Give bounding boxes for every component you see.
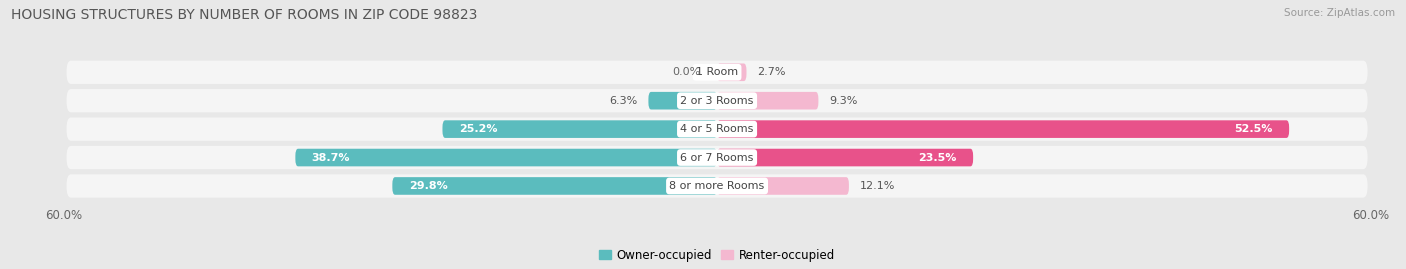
FancyBboxPatch shape	[717, 120, 1289, 138]
Text: 2.7%: 2.7%	[758, 67, 786, 77]
FancyBboxPatch shape	[717, 92, 818, 109]
Text: 8 or more Rooms: 8 or more Rooms	[669, 181, 765, 191]
Text: 4 or 5 Rooms: 4 or 5 Rooms	[681, 124, 754, 134]
Legend: Owner-occupied, Renter-occupied: Owner-occupied, Renter-occupied	[593, 244, 841, 266]
Text: 6 or 7 Rooms: 6 or 7 Rooms	[681, 153, 754, 162]
FancyBboxPatch shape	[717, 149, 973, 166]
FancyBboxPatch shape	[66, 146, 1368, 169]
Text: 9.3%: 9.3%	[830, 96, 858, 106]
FancyBboxPatch shape	[648, 92, 717, 109]
FancyBboxPatch shape	[66, 174, 1368, 198]
Text: Source: ZipAtlas.com: Source: ZipAtlas.com	[1284, 8, 1395, 18]
Text: 6.3%: 6.3%	[609, 96, 637, 106]
Text: 23.5%: 23.5%	[918, 153, 956, 162]
Text: 25.2%: 25.2%	[458, 124, 498, 134]
FancyBboxPatch shape	[295, 149, 717, 166]
FancyBboxPatch shape	[66, 61, 1368, 84]
Text: HOUSING STRUCTURES BY NUMBER OF ROOMS IN ZIP CODE 98823: HOUSING STRUCTURES BY NUMBER OF ROOMS IN…	[11, 8, 478, 22]
FancyBboxPatch shape	[443, 120, 717, 138]
Text: 1 Room: 1 Room	[696, 67, 738, 77]
Text: 0.0%: 0.0%	[672, 67, 700, 77]
FancyBboxPatch shape	[66, 89, 1368, 112]
Text: 29.8%: 29.8%	[409, 181, 447, 191]
Text: 38.7%: 38.7%	[312, 153, 350, 162]
FancyBboxPatch shape	[717, 63, 747, 81]
FancyBboxPatch shape	[66, 118, 1368, 141]
Text: 12.1%: 12.1%	[860, 181, 896, 191]
Text: 2 or 3 Rooms: 2 or 3 Rooms	[681, 96, 754, 106]
Text: 52.5%: 52.5%	[1234, 124, 1272, 134]
FancyBboxPatch shape	[717, 177, 849, 195]
FancyBboxPatch shape	[392, 177, 717, 195]
